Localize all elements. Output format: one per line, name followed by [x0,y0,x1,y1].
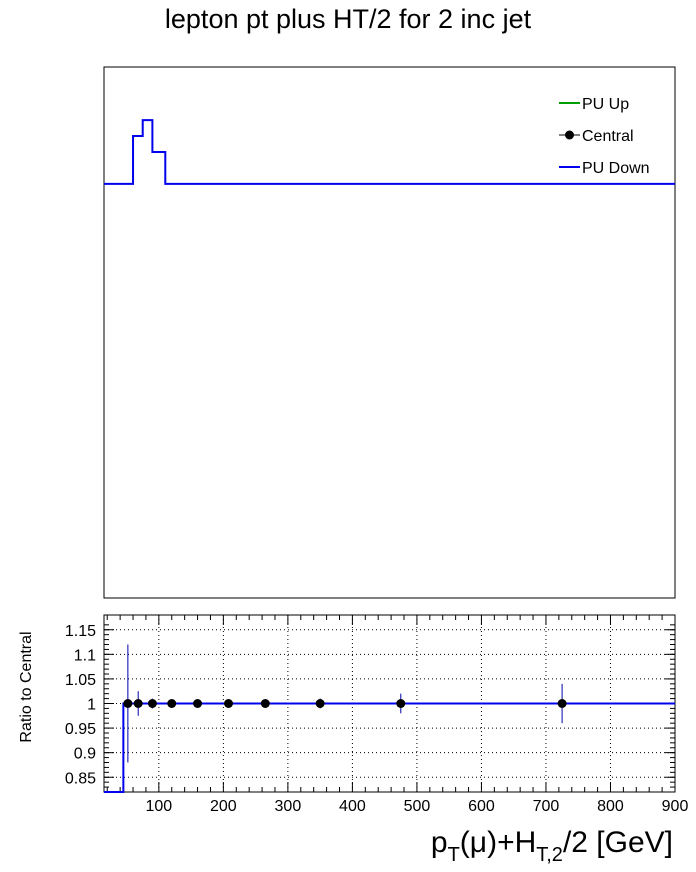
central-point-1 [133,699,143,708]
central-point-5 [224,699,234,708]
central-point-2 [147,699,157,708]
ratio-y-tick-label-6: 1.15 [65,623,96,640]
ratio-x-tick-label-3: 400 [339,798,366,815]
ratio-y-tick-label-1: 0.9 [74,746,96,763]
central-point-8 [396,699,406,708]
x-axis-label: pT(μ)+HT,2/2 [GeV] [431,826,673,866]
ratio-x-tick-label-8: 900 [662,798,689,815]
top-plot-frame [103,66,676,599]
ratio-x-tick-label-7: 800 [597,798,624,815]
ratio-line-pu-down [104,702,675,793]
legend-label-1: Central [582,128,634,145]
central-point-4 [193,699,203,708]
ratio-y-tick-label-4: 1.05 [65,672,96,689]
central-point-0 [123,699,133,708]
legend-label-2: PU Down [582,160,650,177]
ratio-x-tick-label-1: 200 [210,798,237,815]
central-point-9 [557,699,567,708]
ratio-y-tick-label-3: 1 [87,697,96,714]
ratio-x-tick-label-5: 600 [468,798,495,815]
ratio-x-tick-label-0: 100 [145,798,172,815]
ratio-x-tick-label-2: 300 [275,798,302,815]
ratio-y-tick-label-5: 1.1 [74,647,96,664]
legend-swatch-marker-1 [565,130,574,140]
ratio-y-tick-label-0: 0.85 [65,770,96,787]
ratio-y-tick-label-2: 0.95 [65,721,96,738]
chart-title: lepton pt plus HT/2 for 2 inc jet [164,4,532,34]
ratio-x-tick-label-6: 700 [533,798,560,815]
legend-label-0: PU Up [582,96,629,113]
top-series-group [104,119,675,185]
central-point-7 [315,699,325,708]
ratio-series-group [104,644,675,793]
ratio-ticks: 0.85 0.9 0.95 1 1.05 1.1 1.15 100 200 300 400 500 60… [65,615,689,815]
central-point-3 [167,699,177,708]
legend: PU Up Central PU Down [559,96,650,177]
ratio-x-tick-label-4: 500 [404,798,431,815]
ratio-y-axis-label: Ratio to Central [18,631,35,742]
central-point-6 [260,699,270,708]
top-series-line-0 [104,119,675,185]
